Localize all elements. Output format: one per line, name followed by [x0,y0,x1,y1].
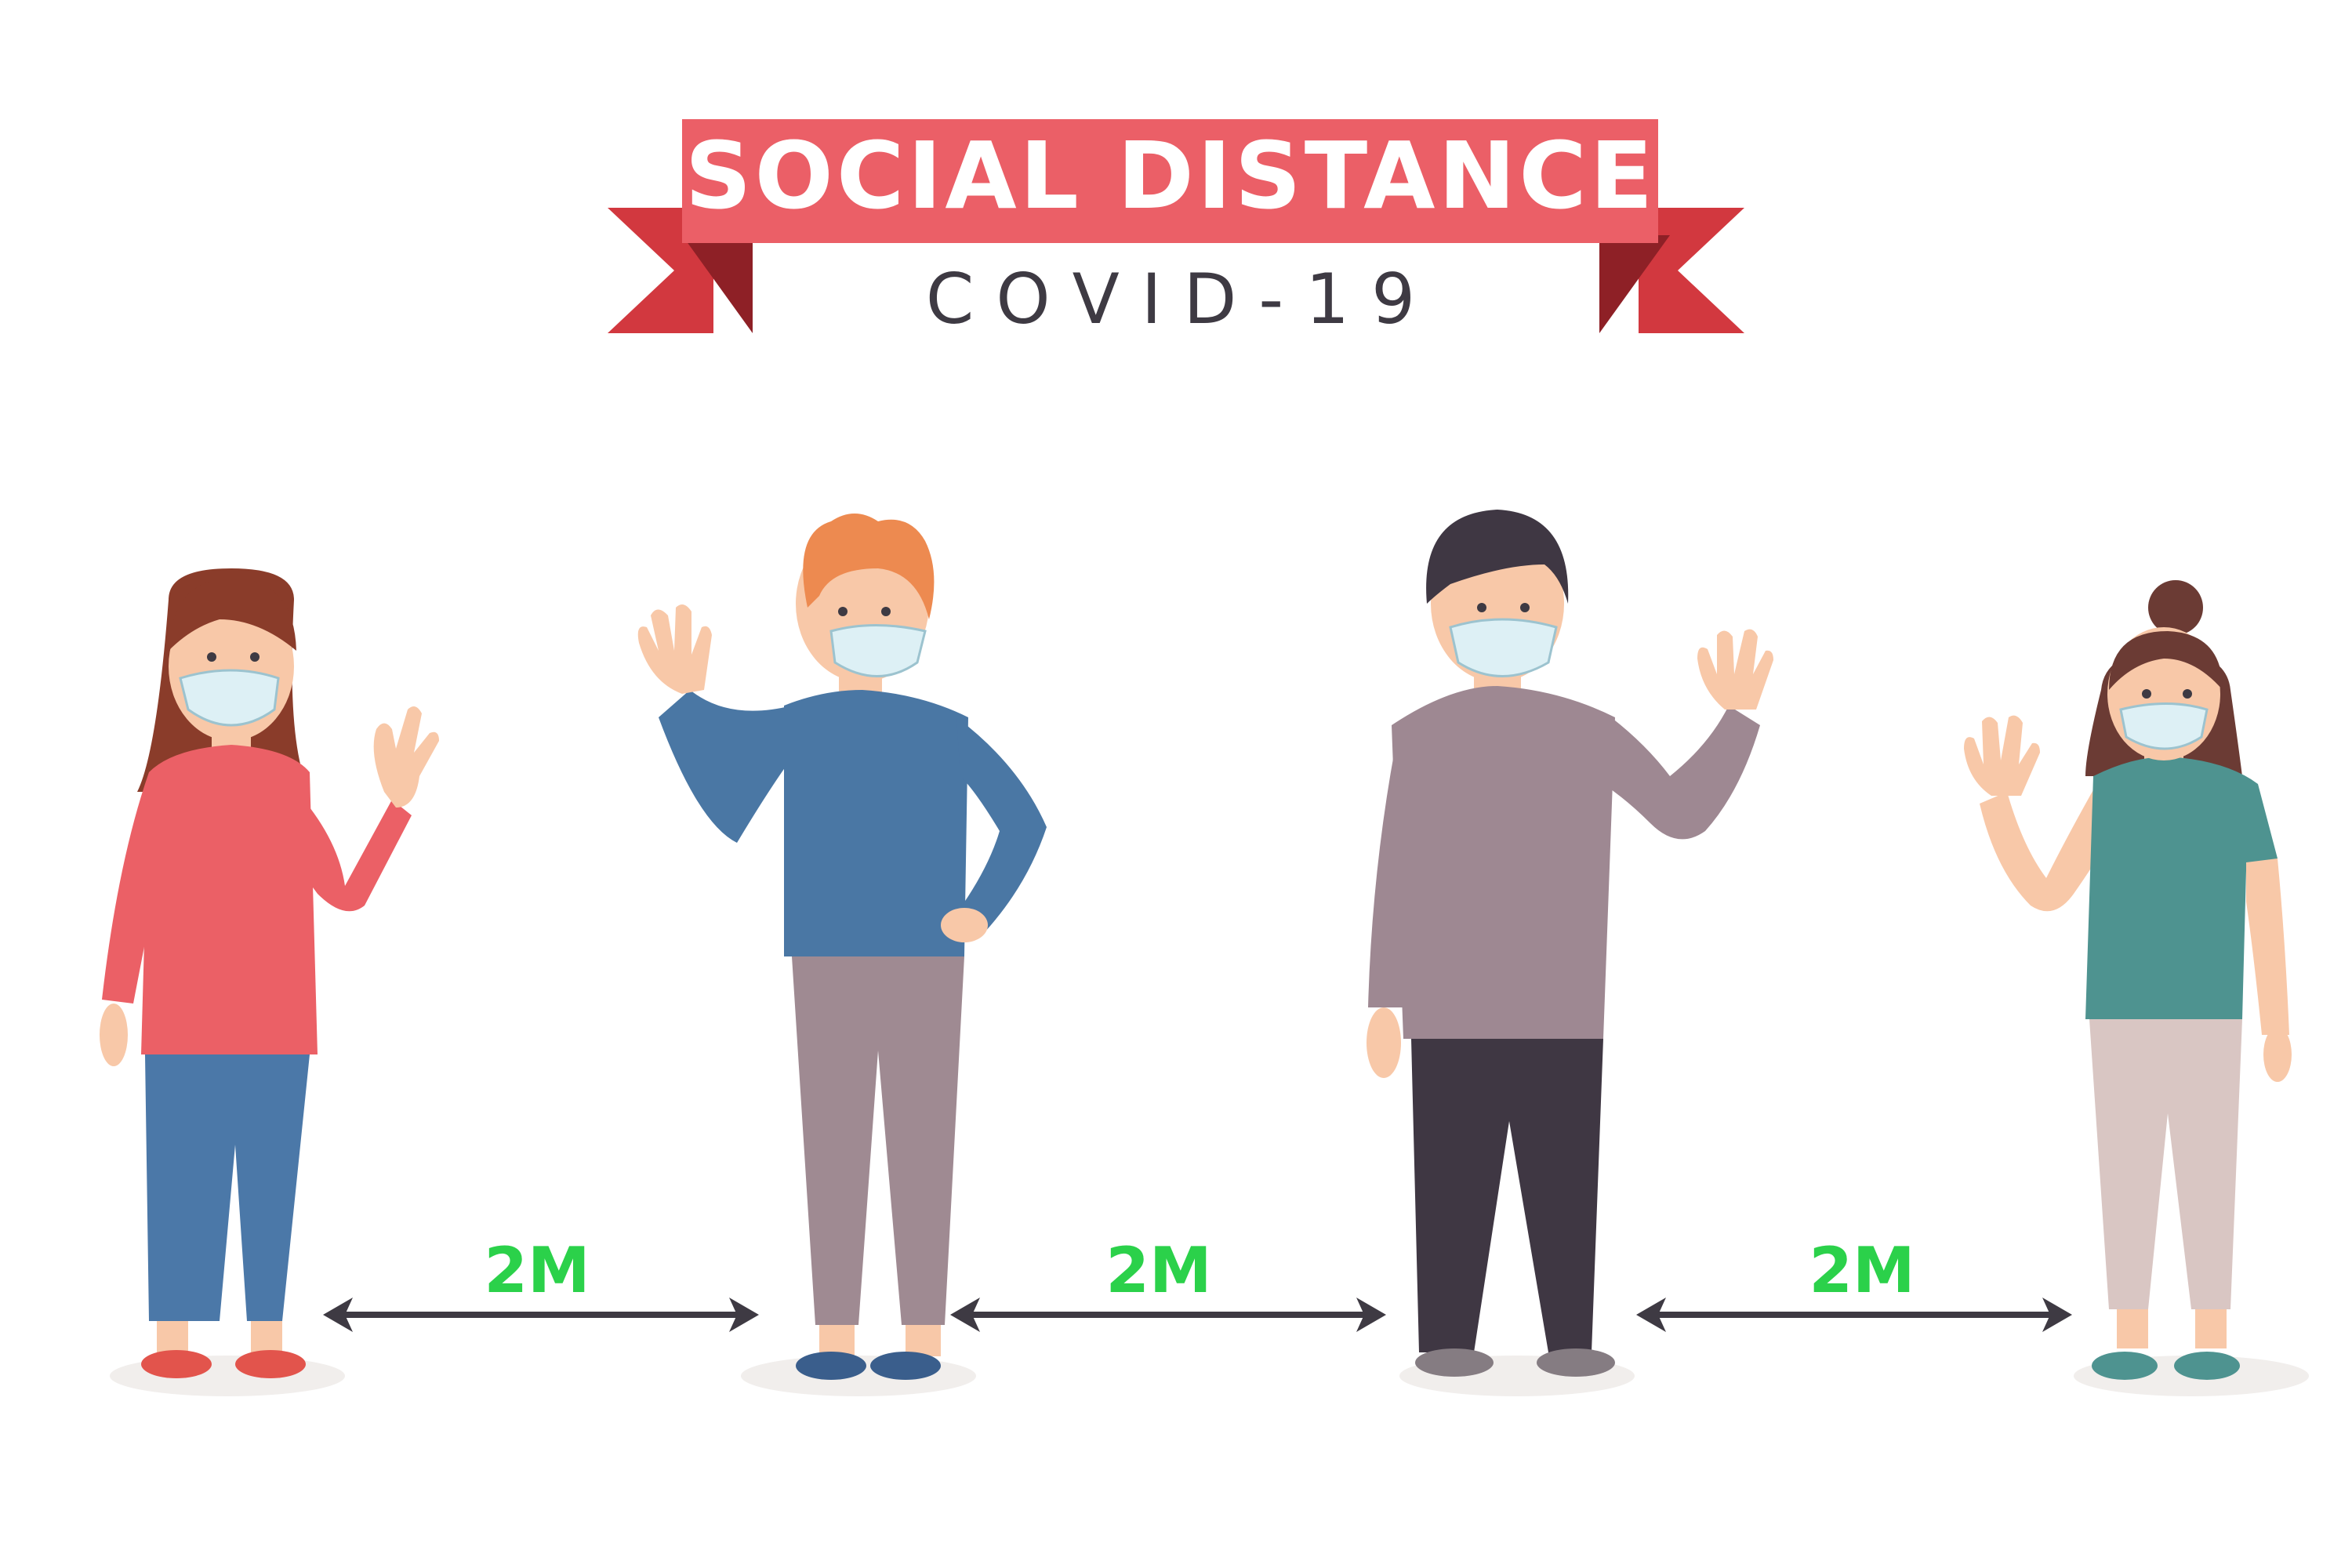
shoe-left [1415,1348,1494,1377]
banner-title: SOCIAL DISTANCE [685,122,1657,230]
pants [792,956,964,1325]
person-woman-teal-shirt [1964,580,2292,1380]
ribbon-fold-left [682,235,753,333]
banner: SOCIAL DISTANCE C O V I D - 1 9 [608,119,1744,339]
eye-right [250,652,260,662]
leg-right [2195,1309,2227,1348]
arrow-head-right [1356,1298,1386,1332]
shoe-right [235,1350,306,1378]
hair-fringe [169,578,296,651]
shoe-right [2174,1352,2240,1380]
ground-shadows [110,1356,2309,1396]
banner-subtitle: C O V I D - 1 9 [926,259,1415,339]
eye-left [838,607,848,616]
shoe-left [796,1352,866,1380]
ribbon-fold-right [1599,235,1670,333]
shoe-left [2092,1352,2158,1380]
shoe-left [141,1350,212,1378]
eye-right [2183,689,2192,699]
hand-left [1367,1007,1401,1078]
hair-fringe [2109,631,2223,690]
leg-left [819,1325,855,1356]
hair [803,514,935,619]
face-mask [2119,702,2209,750]
hand-right [2263,1027,2292,1082]
face-mask [829,624,927,677]
arrow-head-right [729,1298,759,1332]
leg-left [2117,1309,2148,1348]
person-woman-red-shirt [100,568,439,1378]
torso [1392,686,1615,1039]
arrow-head-left [1636,1298,1666,1332]
arm-raised [1980,776,2113,912]
hair-bun [2148,580,2203,635]
eye-right [881,607,891,616]
shoe-right [870,1352,941,1380]
leg-right [251,1321,282,1352]
distance-arrow-3: 2M [1636,1234,2072,1332]
torso [784,690,968,956]
pants [145,1054,310,1321]
leg-right [906,1325,941,1356]
face-mask [1449,618,1558,677]
distance-arrows: 2M 2M 2M [323,1234,2072,1332]
arm-raised [659,690,796,843]
hair [1426,510,1569,604]
arm-right [2246,858,2289,1035]
arrow-head-right [2042,1298,2072,1332]
eye-left [1477,603,1486,612]
hand-hip [941,908,988,942]
hand-raised [1697,629,1773,710]
ribbon-subtitle-band [753,243,1599,336]
distance-label-2: 2M [1105,1234,1211,1307]
arm-hip [956,717,1047,933]
arm-left [1368,725,1423,1007]
hand-raised [1964,715,2040,796]
shoe-right [1537,1348,1615,1377]
person-man-grey-sweater [1367,510,1773,1377]
distance-arrow-2: 2M [950,1234,1386,1332]
arm-left [102,772,169,1004]
eye-right [1520,603,1530,612]
pants [1411,1039,1603,1352]
arrow-head-left [950,1298,980,1332]
pants [2089,1019,2242,1309]
distance-label-3: 2M [1809,1234,1915,1307]
hand-left [100,1004,128,1066]
ribbon-main [682,119,1658,243]
arm-raised [1603,706,1760,840]
face-mask [179,669,280,727]
leg-left [157,1321,188,1352]
arrow-head-left [323,1298,353,1332]
hand-raised [637,604,712,694]
torso [141,745,318,1054]
distance-arrow-1: 2M [323,1234,759,1332]
torso [2085,757,2278,1019]
eye-left [207,652,216,662]
person-man-blue-sweater [637,514,1047,1380]
distance-label-1: 2M [484,1234,590,1307]
eye-left [2142,689,2151,699]
hand-raised [373,706,439,808]
